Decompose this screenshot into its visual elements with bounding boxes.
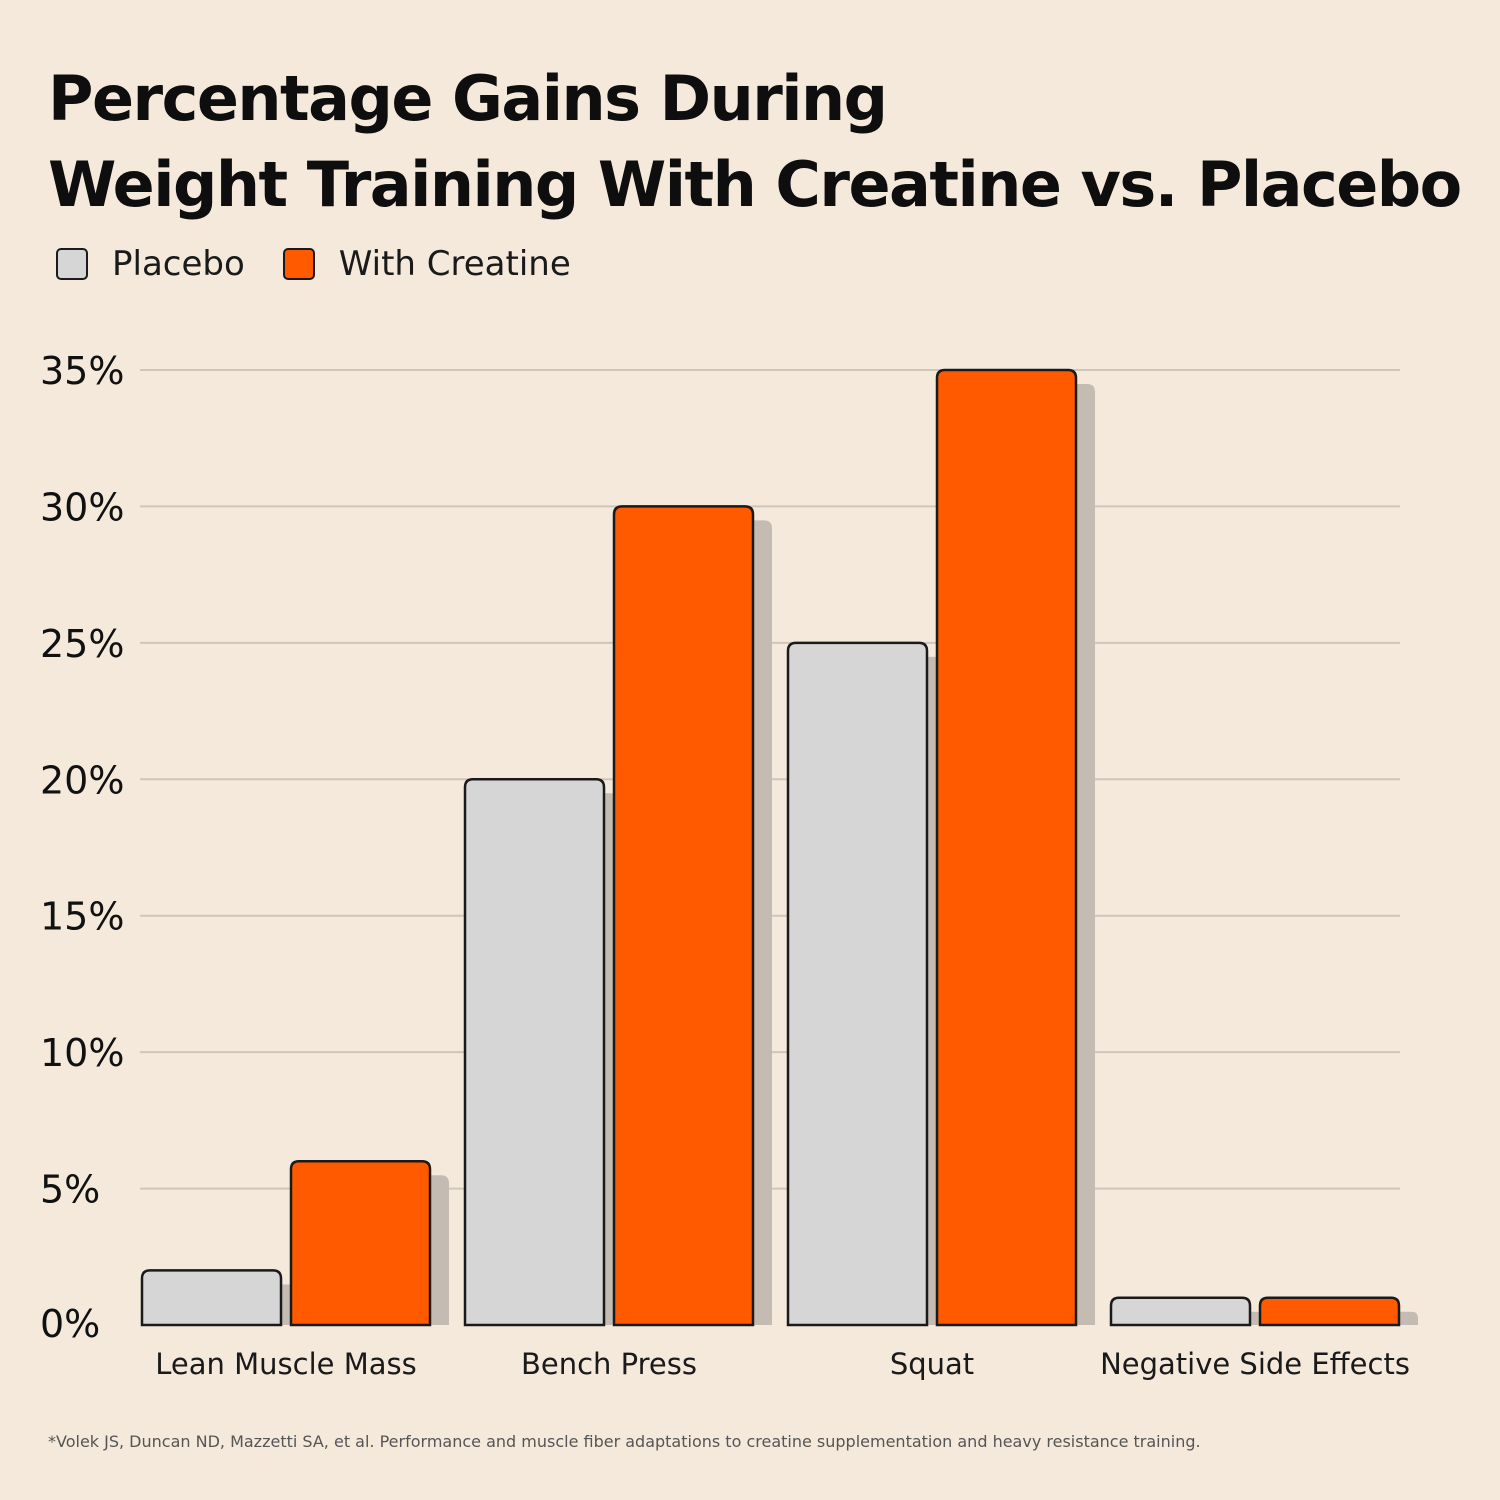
chart-title-line-2: Weight Training With Creatine vs. Placeb… xyxy=(48,148,1462,221)
legend-item-creatine: With Creatine xyxy=(282,244,571,284)
legend-item-placebo: Placebo xyxy=(56,244,245,284)
x-tick-label: Negative Side Effects xyxy=(1100,1347,1410,1381)
bar-placebo xyxy=(140,1269,283,1327)
y-tick-label: 25% xyxy=(40,622,124,666)
y-tick-label: 35% xyxy=(40,349,124,393)
legend-label-placebo: Placebo xyxy=(112,244,245,284)
y-tick-label: 30% xyxy=(40,485,124,529)
source-footnote: *Volek JS, Duncan ND, Mazzetti SA, et al… xyxy=(48,1432,1201,1451)
bars xyxy=(140,368,1418,1327)
bar-placebo xyxy=(463,778,606,1327)
bar-creatine xyxy=(612,505,755,1327)
bar-creatine xyxy=(1258,1296,1401,1327)
y-tick-label: 5% xyxy=(40,1168,100,1212)
x-axis-tick-labels: Lean Muscle Mass Bench Press Squat Negative… xyxy=(155,1347,1410,1381)
y-tick-label: 15% xyxy=(40,895,124,939)
legend-swatch-creatine xyxy=(282,248,315,280)
legend-swatch-placebo xyxy=(56,248,88,280)
bar-creatine xyxy=(289,1160,432,1327)
bar-placebo xyxy=(1109,1296,1252,1327)
bar-creatine xyxy=(935,368,1078,1327)
y-tick-label: 10% xyxy=(40,1031,124,1075)
legend-label-creatine: With Creatine xyxy=(338,244,571,284)
y-tick-label: 0% xyxy=(40,1302,100,1346)
chart-legend: Placebo With Creatine xyxy=(56,242,609,286)
y-axis-tick-labels: 0% 5% 10% 15% 20% 25% 30% 35% xyxy=(40,349,124,1346)
y-tick-label: 20% xyxy=(40,758,124,802)
bar-chart: 0% 5% 10% 15% 20% 25% 30% 35% Lean Muscle Mass B… xyxy=(40,349,1418,1381)
x-tick-label: Squat xyxy=(890,1347,974,1381)
chart-title-line-1: Percentage Gains During xyxy=(48,62,888,135)
x-tick-label: Bench Press xyxy=(521,1347,697,1381)
bar-placebo xyxy=(786,641,929,1327)
x-tick-label: Lean Muscle Mass xyxy=(155,1347,416,1381)
chart-title: Percentage Gains During Weight Training … xyxy=(48,56,1468,228)
